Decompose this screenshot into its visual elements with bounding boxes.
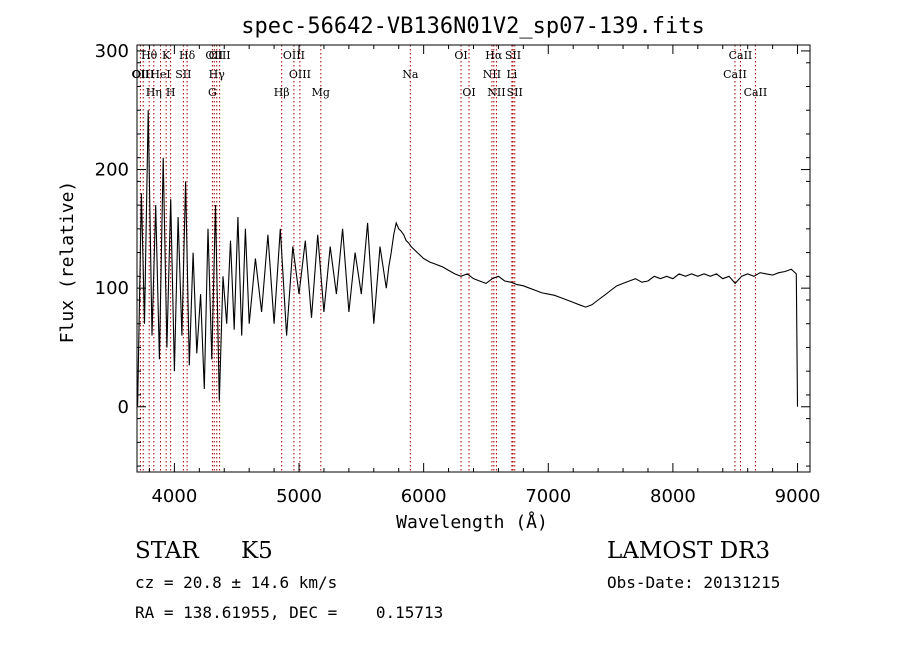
line-marker-label: Li <box>506 68 517 81</box>
line-marker-label: OIII <box>289 68 311 81</box>
line-marker-label: SII <box>507 86 523 99</box>
observation-date: Obs-Date: 20131215 <box>607 573 781 592</box>
line-marker-label: OIII <box>132 68 154 81</box>
line-marker-label: HeI <box>150 68 170 81</box>
y-tick-label: 0 <box>118 397 129 418</box>
line-marker-label: Mg <box>312 86 330 99</box>
line-marker-label: OII <box>205 49 223 62</box>
line-marker-label: Hγ <box>209 68 226 81</box>
line-marker-label: Hα <box>485 49 503 62</box>
line-marker-label: H <box>166 86 176 99</box>
y-axis-label: Flux (relative) <box>57 181 78 344</box>
x-tick-label: 5000 <box>276 486 322 507</box>
spectrum-line <box>137 110 799 407</box>
line-marker-label: OI <box>462 86 475 99</box>
survey-name: LAMOST DR3 <box>607 538 771 564</box>
line-marker-label: CaII <box>723 68 747 81</box>
line-marker-label: SII <box>175 68 191 81</box>
coordinates: RA = 138.61955, DEC = 0.15713 <box>135 603 444 622</box>
line-marker-label: OIII <box>209 49 231 62</box>
line-marker-label: Hη <box>146 86 162 99</box>
axis-ticks <box>137 45 810 472</box>
line-marker-label: NII <box>483 68 501 81</box>
plot-frame <box>136 44 811 473</box>
line-marker-label: OII <box>132 68 150 81</box>
x-tick-label: 7000 <box>525 486 571 507</box>
line-marker-label: CaII <box>729 49 753 62</box>
object-subclass: K5 <box>241 538 273 564</box>
axis-tick-labels: 4000 5000 6000 7000 8000 9000 0 100 200 300 <box>95 41 821 507</box>
x-tick-label: 9000 <box>775 486 821 507</box>
line-marker-label: OIII <box>283 49 305 62</box>
line-marker-label: SII <box>505 49 521 62</box>
object-class: STAR <box>135 538 199 564</box>
line-marker-label: G <box>208 86 217 99</box>
line-marker-layer <box>139 45 756 472</box>
line-marker-label: Hθ <box>141 49 158 62</box>
line-marker-label: Na <box>402 68 419 81</box>
line-marker-label: CaII <box>744 86 768 99</box>
x-axis-label: Wavelength (Å) <box>396 511 548 533</box>
line-marker-label: Hβ <box>274 86 290 99</box>
y-tick-label: 100 <box>95 278 129 299</box>
line-marker-label: Hδ <box>179 49 196 62</box>
line-marker-label: NII <box>487 86 505 99</box>
line-marker-label: OI <box>454 49 467 62</box>
x-tick-label: 4000 <box>151 486 197 507</box>
chart-title: spec-56642-VB136N01V2_sp07-139.fits <box>241 14 705 39</box>
x-tick-label: 6000 <box>401 486 447 507</box>
y-tick-label: 300 <box>95 41 129 62</box>
y-tick-label: 200 <box>95 160 129 181</box>
redshift-readout: cz = 20.8 ± 14.6 km/s <box>135 573 338 592</box>
x-tick-label: 8000 <box>650 486 696 507</box>
line-marker-label: K <box>162 49 171 62</box>
